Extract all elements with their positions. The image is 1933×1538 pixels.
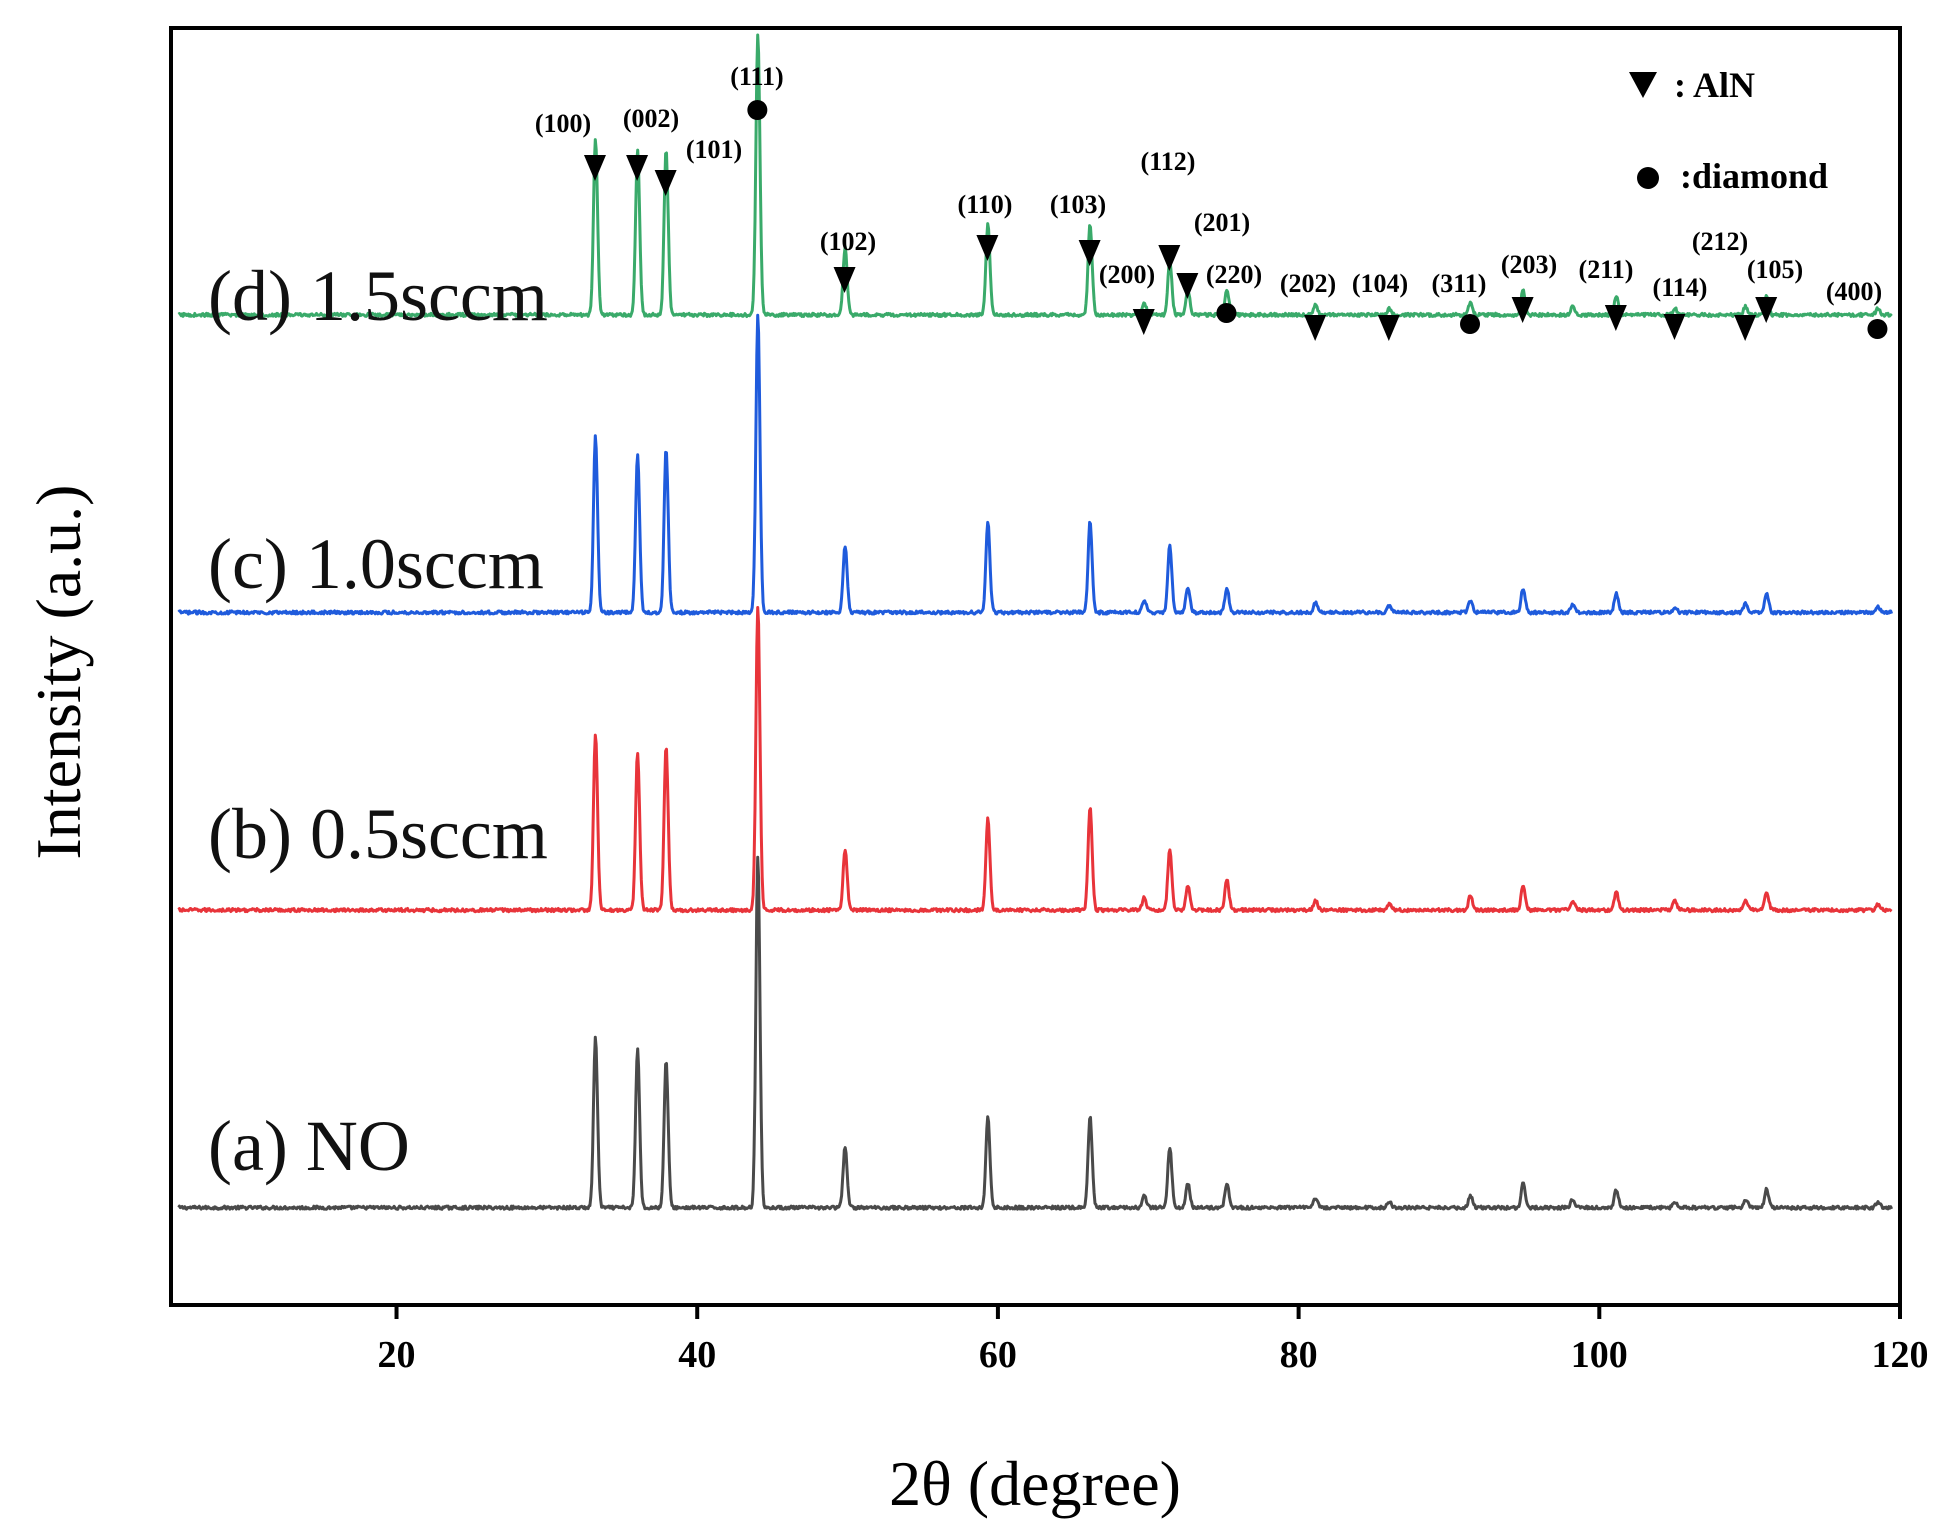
peak-311-circle-icon xyxy=(1460,314,1481,334)
peak-112-label: (112) xyxy=(1141,147,1196,176)
peak-211-triangle-icon xyxy=(1604,305,1627,331)
peak-101-label: (101) xyxy=(686,135,742,164)
peak-203-triangle-icon xyxy=(1511,297,1534,323)
peak-105-label: (105) xyxy=(1747,255,1803,284)
peak-203-label: (203) xyxy=(1501,250,1557,279)
plot-frame xyxy=(169,26,1902,1307)
legend-diamond-circle-icon xyxy=(1637,167,1659,189)
peak-400-circle-icon xyxy=(1867,319,1888,339)
peak-102-label: (102) xyxy=(820,227,876,256)
peak-100-triangle-icon xyxy=(583,155,606,181)
peak-110-triangle-icon xyxy=(976,235,999,261)
peak-220-label: (220) xyxy=(1206,260,1262,289)
x-tick-label: 120 xyxy=(1872,1334,1929,1376)
series-d-1-5sccm-line xyxy=(177,33,1893,318)
x-tick-label: 40 xyxy=(678,1334,716,1376)
peak-202-triangle-icon xyxy=(1304,315,1327,341)
peak-100-label: (100) xyxy=(535,109,591,138)
legend-aln-label: : AlN xyxy=(1674,65,1755,105)
x-tick-label: 100 xyxy=(1571,1334,1628,1376)
peak-110-label: (110) xyxy=(958,190,1013,219)
legend-aln-triangle-icon xyxy=(1629,72,1657,98)
peak-102-triangle-icon xyxy=(833,267,856,293)
peak-200-triangle-icon xyxy=(1132,309,1155,335)
series-b-0-5sccm-label: (b) 0.5sccm xyxy=(208,794,548,874)
peak-101-triangle-icon xyxy=(654,170,677,196)
peak-220-circle-icon xyxy=(1216,303,1237,323)
series-b-0-5sccm-line xyxy=(177,606,1893,914)
peak-212-label: (212) xyxy=(1692,227,1748,256)
peak-311-label: (311) xyxy=(1432,269,1487,298)
peak-201-label: (201) xyxy=(1194,208,1250,237)
peak-111-circle-icon xyxy=(747,100,768,120)
x-tick-label: 60 xyxy=(979,1334,1017,1376)
peak-201-triangle-icon xyxy=(1176,273,1199,299)
peak-annotations: (100) (002)(101) (111) (102) (110) (103) (200)… xyxy=(535,62,1888,341)
peak-104-triangle-icon xyxy=(1377,315,1400,341)
peak-211-label: (211) xyxy=(1579,255,1634,284)
y-axis-title: Intensity (a.u.) xyxy=(23,485,94,860)
series-layer: (a) NO (b) 0.5sccm (c) 1.0sccm (d) 1.5sccm xyxy=(177,33,1894,1211)
x-tick-label: 20 xyxy=(378,1334,416,1376)
legend-diamond-label: :diamond xyxy=(1680,156,1828,196)
x-tick-label: 80 xyxy=(1280,1334,1318,1376)
peak-111-label: (111) xyxy=(730,62,783,91)
series-c-1-0sccm-label: (c) 1.0sccm xyxy=(208,524,544,604)
series-a-no-label: (a) NO xyxy=(208,1106,410,1186)
peak-200-label: (200) xyxy=(1099,260,1155,289)
series-d-1-5sccm-label: (d) 1.5sccm xyxy=(208,256,548,336)
peak-212-triangle-icon xyxy=(1734,315,1757,341)
peak-202-label: (202) xyxy=(1280,269,1336,298)
peak-002-triangle-icon xyxy=(626,155,649,181)
peak-103-triangle-icon xyxy=(1078,240,1101,266)
peak-114-label: (114) xyxy=(1653,273,1708,302)
peak-104-label: (104) xyxy=(1352,269,1408,298)
x-axis: 20 40 60 80 100 120 xyxy=(378,1305,1929,1376)
peak-112-triangle-icon xyxy=(1158,245,1181,271)
peak-105-triangle-icon xyxy=(1755,297,1778,323)
peak-002-label: (002) xyxy=(623,104,679,133)
x-axis-title: 2θ (degree) xyxy=(889,1448,1181,1519)
legend: : AlN :diamond xyxy=(1629,65,1828,196)
series-a-no-line xyxy=(177,855,1893,1211)
peak-114-triangle-icon xyxy=(1663,314,1686,340)
peak-400-label: (400) xyxy=(1826,277,1882,306)
series-c-1-0sccm-line xyxy=(177,313,1894,616)
peak-103-label: (103) xyxy=(1050,190,1106,219)
